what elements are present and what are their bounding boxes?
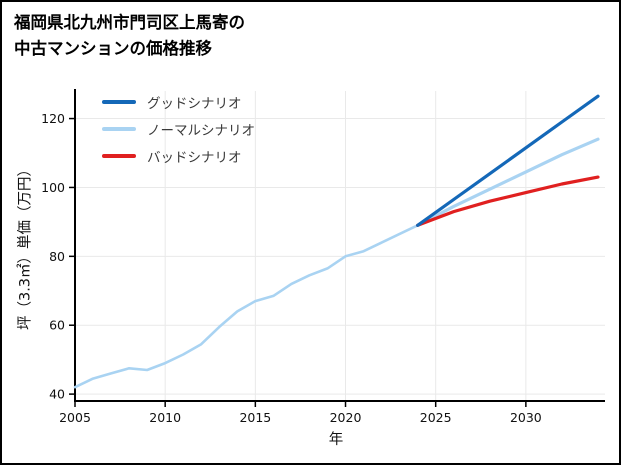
x-tick-label: 2010 [149, 410, 181, 425]
x-tick-label: 2030 [510, 410, 542, 425]
page-title: 福岡県北九州市門司区上馬寄の 中古マンションの価格推移 [14, 10, 245, 61]
history-line [73, 224, 420, 389]
y-tick-label: 80 [49, 249, 65, 264]
scenario-line-1 [416, 137, 600, 227]
y-tick-label: 120 [41, 111, 65, 126]
legend-swatch [102, 126, 136, 131]
legend-item: グッドシナリオ [102, 93, 255, 112]
scenario-line-2 [416, 175, 600, 227]
legend-label: バッドシナリオ [147, 149, 242, 166]
y-tick-label: 60 [49, 318, 65, 333]
legend-item: バッドシナリオ [102, 147, 255, 166]
chart-title-line1: 福岡県北九州市門司区上馬寄の [14, 13, 245, 32]
chart-title-line2: 中古マンションの価格推移 [14, 38, 212, 58]
x-tick-label: 2020 [330, 410, 362, 425]
legend-label: グッドシナリオ [147, 95, 242, 112]
y-tick-label: 40 [49, 387, 65, 402]
x-tick-label: 2025 [420, 410, 452, 425]
legend-swatch [102, 153, 136, 158]
legend-swatch [102, 99, 136, 104]
legend-label: ノーマルシナリオ [147, 122, 255, 139]
x-tick-label: 2005 [59, 410, 91, 425]
chart-svg: 2005 2010 2015 2020 2025 2030 40 60 80 100 120 [41, 89, 605, 425]
legend: グッドシナリオ ノーマルシナリオ バッドシナリオ [102, 93, 255, 166]
y-tick-label: 100 [41, 180, 65, 195]
chart-area: 2005 2010 2015 2020 2025 2030 40 60 80 100 120 グッド… [2, 77, 619, 463]
legend-item: ノーマルシナリオ [102, 120, 255, 139]
x-axis-label: 年 [328, 432, 344, 448]
scenario-line-0 [416, 94, 600, 227]
y-axis-label: 坪（3.3㎡）単価（万円） [17, 161, 34, 331]
x-tick-label: 2015 [239, 410, 271, 425]
